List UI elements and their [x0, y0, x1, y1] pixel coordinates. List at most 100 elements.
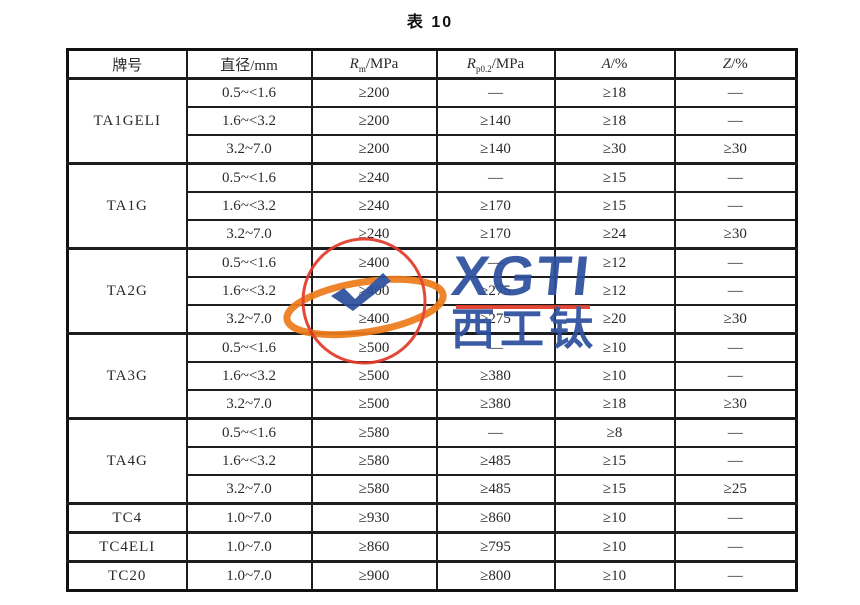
column-header: Z/%: [673, 48, 798, 80]
grade-cell: TA1G: [66, 162, 188, 250]
rp02-cell: ≥800: [435, 560, 556, 592]
diameter-cell: 0.5~<1.6: [185, 332, 313, 363]
column-header: A/%: [553, 48, 676, 80]
rp02-cell: —: [435, 417, 556, 448]
elongation-cell: ≥12: [553, 247, 676, 278]
elongation-cell: ≥12: [553, 276, 676, 306]
elongation-cell: ≥18: [553, 106, 676, 136]
reduction-cell: ≥30: [673, 134, 798, 165]
reduction-cell: ≥25: [673, 474, 798, 505]
elongation-cell: ≥30: [553, 134, 676, 165]
table-row: 3.2~7.0 ≥200 ≥140 ≥30 ≥30: [68, 134, 798, 165]
reduction-cell: ≥30: [673, 219, 798, 250]
diameter-cell: 3.2~7.0: [185, 474, 313, 505]
column-header: Rp0.2/MPa: [435, 48, 556, 80]
rm-cell: ≥200: [310, 106, 438, 136]
rm-cell: ≥240: [310, 219, 438, 250]
diameter-cell: 3.2~7.0: [185, 219, 313, 250]
rp02-cell: —: [435, 77, 556, 108]
elongation-cell: ≥10: [553, 502, 676, 534]
column-header: 直径/mm: [185, 48, 313, 80]
diameter-cell: 0.5~<1.6: [185, 162, 313, 193]
elongation-cell: ≥18: [553, 77, 676, 108]
rp02-cell: ≥275: [435, 304, 556, 335]
elongation-cell: ≥15: [553, 191, 676, 221]
diameter-cell: 1.6~<3.2: [185, 191, 313, 221]
grade-cell: TA2G: [66, 247, 188, 335]
rm-cell: ≥580: [310, 474, 438, 505]
diameter-cell: 1.0~7.0: [185, 560, 313, 592]
rp02-cell: ≥485: [435, 474, 556, 505]
grade-cell: TC4ELI: [66, 531, 188, 563]
table-row: 1.6~<3.2 ≥580 ≥485 ≥15—: [68, 446, 798, 476]
diameter-cell: 1.0~7.0: [185, 502, 313, 534]
diameter-cell: 3.2~7.0: [185, 389, 313, 420]
reduction-cell: —: [673, 502, 798, 534]
diameter-cell: 1.0~7.0: [185, 531, 313, 563]
rp02-cell: —: [435, 162, 556, 193]
rp02-cell: —: [435, 247, 556, 278]
reduction-cell: —: [673, 276, 798, 306]
rm-cell: ≥500: [310, 332, 438, 363]
diameter-cell: 1.6~<3.2: [185, 106, 313, 136]
elongation-cell: ≥8: [553, 417, 676, 448]
table-row: TA1G 0.5~<1.6 ≥240 — ≥15—: [66, 162, 798, 250]
table-title: 表 10: [406, 14, 454, 31]
reduction-cell: —: [673, 417, 798, 448]
rp02-cell: ≥380: [435, 389, 556, 420]
rp02-cell: ≥380: [435, 361, 556, 391]
rm-cell: ≥400: [310, 304, 438, 335]
diameter-cell: 0.5~<1.6: [185, 417, 313, 448]
grade-cell: TC4: [66, 502, 188, 534]
rp02-cell: ≥140: [435, 106, 556, 136]
reduction-cell: ≥30: [673, 304, 798, 335]
elongation-cell: ≥18: [553, 389, 676, 420]
rp02-cell: —: [435, 332, 556, 363]
elongation-cell: ≥24: [553, 219, 676, 250]
rm-cell: ≥580: [310, 446, 438, 476]
reduction-cell: —: [673, 162, 798, 193]
rm-cell: ≥860: [310, 531, 438, 563]
reduction-cell: —: [673, 106, 798, 136]
table-row: TA4G 0.5~<1.6 ≥580— ≥8—: [66, 417, 798, 505]
diameter-cell: 1.6~<3.2: [185, 446, 313, 476]
elongation-cell: ≥20: [553, 304, 676, 335]
diameter-cell: 0.5~<1.6: [185, 247, 313, 278]
diameter-cell: 3.2~7.0: [185, 304, 313, 335]
reduction-cell: ≥30: [673, 389, 798, 420]
diameter-cell: 1.6~<3.2: [185, 276, 313, 306]
elongation-cell: ≥15: [553, 474, 676, 505]
rm-cell: ≥500: [310, 389, 438, 420]
diameter-cell: 0.5~<1.6: [185, 77, 313, 108]
elongation-cell: ≥10: [553, 560, 676, 592]
rp02-cell: ≥140: [435, 134, 556, 165]
table-body: TA1GELI 0.5~<1.6 ≥200— ≥18—1.6~<3.2 ≥200 ≥140…: [66, 77, 798, 592]
diameter-cell: 3.2~7.0: [185, 134, 313, 165]
rp02-cell: ≥795: [435, 531, 556, 563]
grade-cell: TC20: [66, 560, 188, 592]
rm-cell: ≥200: [310, 134, 438, 165]
reduction-cell: —: [673, 446, 798, 476]
diameter-cell: 1.6~<3.2: [185, 361, 313, 391]
table-row: TA2G 0.5~<1.6 ≥400— ≥12—: [66, 247, 798, 335]
reduction-cell: —: [673, 361, 798, 391]
rp02-cell: ≥860: [435, 502, 556, 534]
column-header: Rm/MPa: [310, 48, 438, 80]
table-row: TA3G 0.5~<1.6 ≥500— ≥10—: [66, 332, 798, 420]
table-row: TC4ELI 1.0~7.0 ≥860 ≥795 ≥10—: [66, 531, 798, 563]
reduction-cell: —: [673, 247, 798, 278]
rm-cell: ≥400: [310, 247, 438, 278]
table-row: TC4 1.0~7.0 ≥930 ≥860 ≥10—: [66, 502, 798, 534]
rm-cell: ≥400: [310, 276, 438, 306]
elongation-cell: ≥15: [553, 162, 676, 193]
rm-cell: ≥500: [310, 361, 438, 391]
table-row: 1.6~<3.2 ≥200 ≥140 ≥18—: [68, 106, 798, 136]
grade-cell: TA1GELI: [66, 77, 188, 165]
reduction-cell: —: [673, 531, 798, 563]
elongation-cell: ≥15: [553, 446, 676, 476]
rm-cell: ≥580: [310, 417, 438, 448]
table-row: TC20 1.0~7.0 ≥900 ≥800 ≥10—: [66, 560, 798, 592]
reduction-cell: —: [673, 332, 798, 363]
rp02-cell: ≥170: [435, 219, 556, 250]
rp02-cell: ≥170: [435, 191, 556, 221]
